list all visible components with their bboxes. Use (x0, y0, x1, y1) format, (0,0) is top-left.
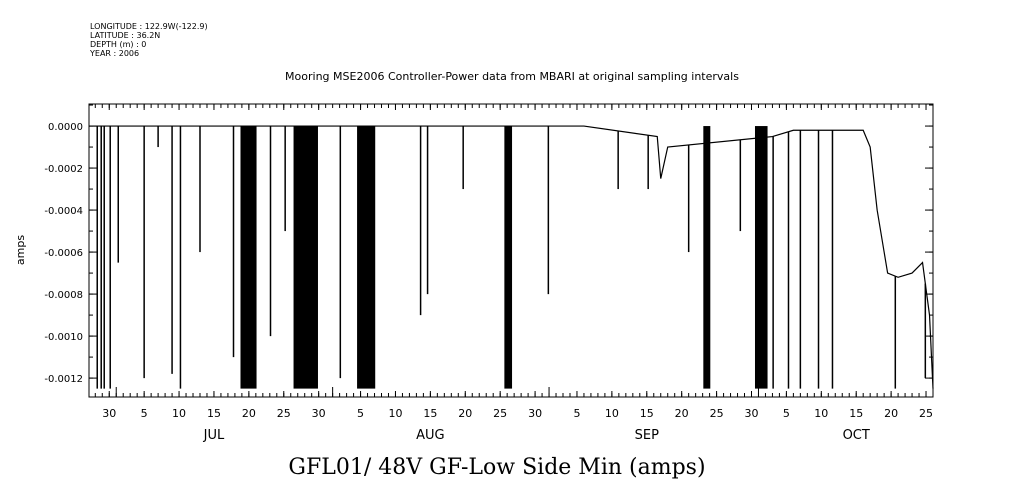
x-tick-label: 30 (528, 407, 542, 420)
y-tick-label: -0.0002 (44, 164, 83, 175)
x-tick-label: 25 (710, 407, 724, 420)
x-tick-label: 20 (242, 407, 256, 420)
month-label: OCT (843, 428, 870, 443)
chart-title: Mooring MSE2006 Controller-Power data fr… (285, 70, 739, 83)
x-tick-label: 30 (744, 407, 758, 420)
x-tick-label: 10 (605, 407, 619, 420)
x-tick-label: 30 (102, 407, 116, 420)
x-tick-label: 25 (919, 407, 933, 420)
x-tick-label: 15 (423, 407, 437, 420)
month-label: JUL (203, 428, 225, 443)
x-tick-label: 30 (312, 407, 326, 420)
x-tick-label: 5 (783, 407, 790, 420)
x-tick-label: 10 (172, 407, 186, 420)
data-dense-band (754, 126, 768, 389)
y-tick-label: -0.0006 (44, 248, 83, 259)
y-tick-label: 0.0000 (48, 122, 83, 133)
data-line (89, 125, 934, 389)
depth-label: DEPTH (m) : 0 (90, 40, 147, 49)
x-axis-label: GFL01/ 48V GF-Low Side Min (amps) (288, 455, 705, 480)
y-tick-label: -0.0004 (44, 206, 83, 217)
data-dense-band (703, 126, 711, 389)
longitude-label: LONGITUDE : 122.9W(-122.9) (90, 22, 208, 31)
x-tick-label: 20 (458, 407, 472, 420)
x-tick-label: 25 (277, 407, 291, 420)
y-tick-label: -0.0008 (44, 290, 83, 301)
latitude-label: LATITUDE : 36.2N (90, 31, 161, 40)
data-dense-band (293, 126, 318, 389)
x-tick-label: 15 (849, 407, 863, 420)
x-tick-label: 10 (814, 407, 828, 420)
x-tick-label: 15 (207, 407, 221, 420)
month-label: AUG (416, 428, 444, 443)
x-tick-label: 15 (640, 407, 654, 420)
y-tick-label: -0.0010 (44, 332, 83, 343)
data-dense-band (357, 126, 376, 389)
month-label: SEP (635, 428, 659, 443)
plot-frame (88, 103, 934, 398)
y-axis-label: amps (14, 235, 27, 265)
year-label: YEAR : 2006 (90, 49, 140, 58)
x-tick-label: 5 (357, 407, 364, 420)
x-tick-label: 25 (493, 407, 507, 420)
x-tick-label: 5 (573, 407, 580, 420)
data-dense-band (240, 126, 257, 389)
x-tick-label: 20 (884, 407, 898, 420)
y-tick-label: -0.0012 (44, 374, 83, 385)
x-tick-label: 10 (388, 407, 402, 420)
x-tick-label: 5 (141, 407, 148, 420)
data-dense-band (504, 126, 513, 389)
x-tick-label: 20 (675, 407, 689, 420)
